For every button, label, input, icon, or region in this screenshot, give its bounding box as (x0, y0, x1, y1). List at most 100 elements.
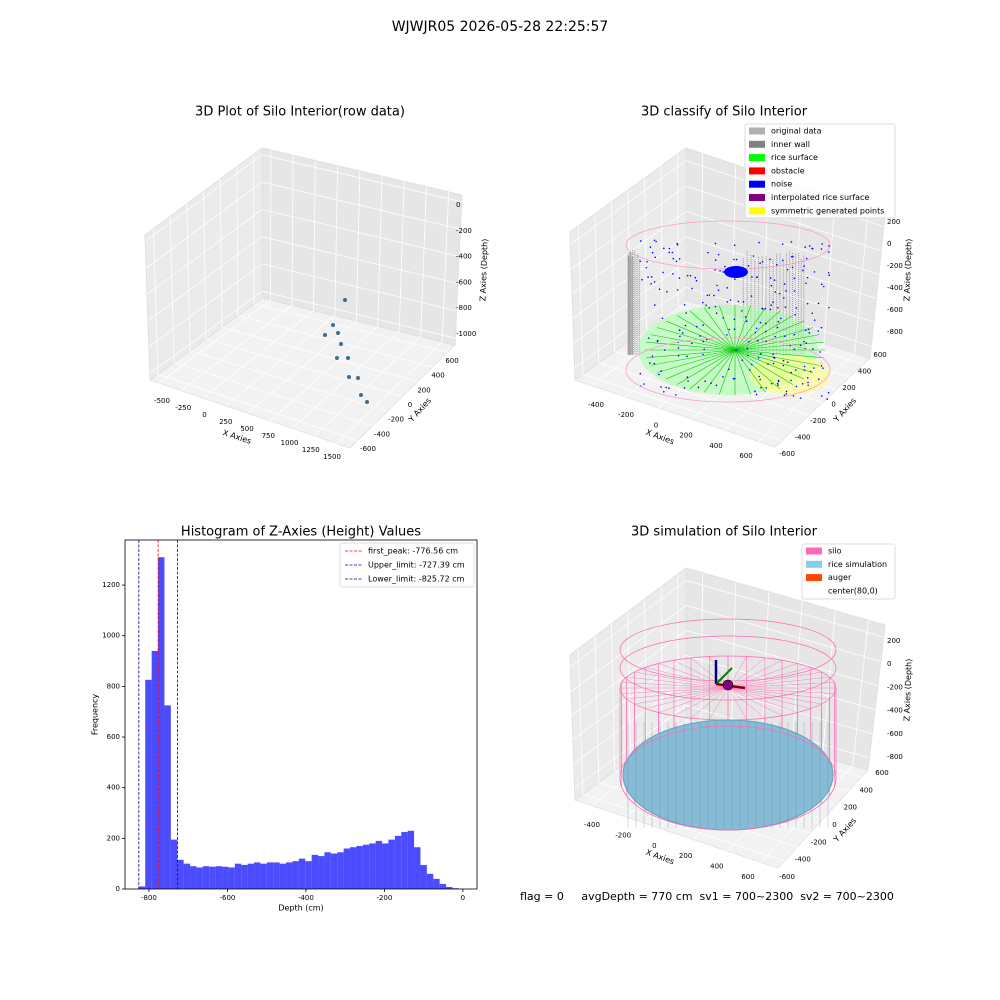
z-grid-line (571, 630, 879, 716)
noise-point (639, 372, 642, 375)
histogram-bar (420, 864, 427, 889)
noise-point (653, 281, 656, 283)
y-tick-label: -600 (360, 445, 376, 453)
y-tick-label: 800 (107, 682, 120, 690)
noise-point (647, 276, 649, 278)
histogram-bar (254, 862, 261, 889)
z-grid-line (573, 680, 873, 765)
legend-box (339, 542, 475, 588)
z-tick-label: -600 (456, 278, 472, 286)
histogram-bar (298, 858, 306, 889)
histogram-bar (362, 844, 370, 889)
noise-point (724, 265, 726, 268)
noise-point (793, 277, 796, 280)
noise-point (722, 317, 725, 319)
histogram-bar (401, 832, 408, 889)
noise-point (702, 301, 704, 304)
noise-point (656, 340, 659, 343)
noise-point (759, 321, 762, 324)
histogram-bar (318, 856, 325, 889)
noise-point (741, 310, 743, 312)
z-grid-line (145, 181, 461, 269)
noise-point (735, 349, 737, 352)
noise-point (728, 368, 730, 371)
z-grid-line (573, 261, 874, 344)
y-tick-label: 400 (431, 372, 444, 380)
noise-point (664, 349, 666, 351)
rice-ray (665, 349, 736, 380)
x-tick-label: 200 (679, 432, 692, 440)
x-tick-label: -800 (141, 894, 157, 902)
y-tick-label: 600 (445, 357, 458, 365)
noise-point (651, 251, 654, 254)
y-tick-label: 200 (417, 386, 430, 394)
noise-point (777, 320, 780, 323)
noise-point (668, 247, 671, 250)
noise-point (714, 259, 717, 261)
noise-point (649, 246, 652, 248)
noise-point (751, 276, 753, 278)
legend-label: noise (771, 180, 792, 189)
histogram-bar (356, 845, 363, 889)
noise-point (828, 251, 830, 253)
noise-point (666, 290, 668, 293)
noise-point (805, 257, 808, 260)
outlier-point (365, 400, 369, 404)
noise-point (813, 319, 816, 321)
rice-ray (689, 310, 736, 351)
silo-wire (727, 687, 822, 705)
noise-point (694, 276, 697, 279)
y-tick-label: -200 (811, 838, 827, 846)
outlier-point (347, 375, 351, 379)
noise-point (758, 241, 760, 244)
noise-point (639, 240, 642, 242)
legend-box (744, 123, 896, 219)
noise-point (783, 283, 786, 285)
x-tick-label: -500 (154, 397, 170, 405)
noise-point (677, 347, 680, 349)
z-tick-label: -200 (456, 227, 472, 235)
histogram-bar (247, 863, 255, 889)
silo-outline (625, 337, 831, 403)
noise-point (821, 243, 823, 245)
noise-point (665, 386, 667, 389)
y-axis-label: Frequency (91, 694, 100, 736)
noise-point (663, 247, 665, 250)
noise-point (813, 271, 816, 273)
chart-title: Histogram of Z-Axies (Height) Values (181, 525, 421, 540)
noise-point (658, 288, 661, 291)
point-cloud (200, 182, 369, 404)
legend-label: first_peak: -776.56 cm (368, 547, 458, 556)
rice-ray (650, 349, 736, 366)
z-grid-line (570, 580, 884, 668)
rice-ray (734, 327, 814, 351)
noise-point (729, 299, 732, 301)
x-tick-label: -400 (584, 821, 600, 829)
noise-point (760, 386, 762, 389)
silo-wire (727, 687, 798, 713)
noise-point (726, 334, 728, 336)
y-tick-label: -200 (810, 417, 826, 425)
silo-wire (709, 687, 729, 720)
rice-ray (650, 334, 736, 351)
noise-point (758, 375, 760, 378)
histogram-bar (407, 830, 415, 889)
noise-point (807, 384, 809, 387)
z-grid-line (572, 655, 876, 740)
noise-point (646, 260, 648, 263)
noise-point (794, 369, 797, 371)
noise-point (795, 307, 798, 309)
y-tick-label: 1200 (102, 581, 120, 589)
noise-point (650, 282, 652, 285)
noise-point (776, 306, 779, 309)
silo-wire (645, 667, 729, 689)
x-tick-label: 0 (461, 894, 465, 902)
noise-point (822, 367, 824, 369)
histogram-bar (305, 861, 312, 889)
noise-point (686, 355, 688, 358)
noise-point (649, 362, 651, 364)
silo-wire (727, 671, 822, 689)
y-tick-label: 0 (831, 401, 835, 409)
histogram-bar (138, 886, 146, 889)
x-tick-label: 400 (710, 863, 723, 871)
